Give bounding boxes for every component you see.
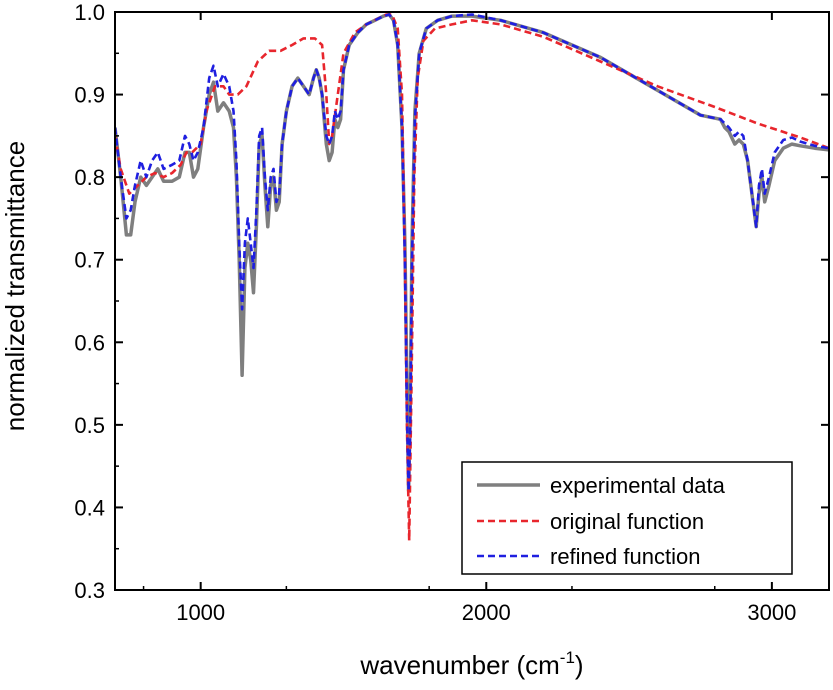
ticks-layer: 1000 2000 3000 0.3 0.4 0.5 0.6 0.7 0.8 0.9 1.0 — [74, 0, 829, 625]
y-tick-label: 0.3 — [74, 578, 105, 603]
y-tick-label: 0.6 — [74, 330, 105, 355]
y-axis-title: normalized transmittance — [0, 141, 30, 431]
legend-label-experimental: experimental data — [550, 473, 726, 498]
legend-label-refined: refined function — [550, 544, 700, 569]
y-tick-label: 0.7 — [74, 248, 105, 273]
y-tick-label: 0.8 — [74, 165, 105, 190]
series-original-function — [115, 13, 829, 542]
x-tick-label: 2000 — [462, 600, 511, 625]
y-tick-label: 0.4 — [74, 495, 105, 520]
x-axis-title: wavenumber (cm-1) — [359, 648, 583, 680]
y-tick-label: 0.5 — [74, 413, 105, 438]
series-refined-function — [115, 13, 829, 493]
legend: experimental data original function refi… — [461, 461, 793, 575]
series-layer — [115, 12, 829, 542]
legend-label-original: original function — [550, 509, 704, 534]
y-tick-label: 0.9 — [74, 83, 105, 108]
x-tick-label: 3000 — [747, 600, 796, 625]
y-tick-label: 1.0 — [74, 0, 105, 25]
x-tick-label: 1000 — [176, 600, 225, 625]
